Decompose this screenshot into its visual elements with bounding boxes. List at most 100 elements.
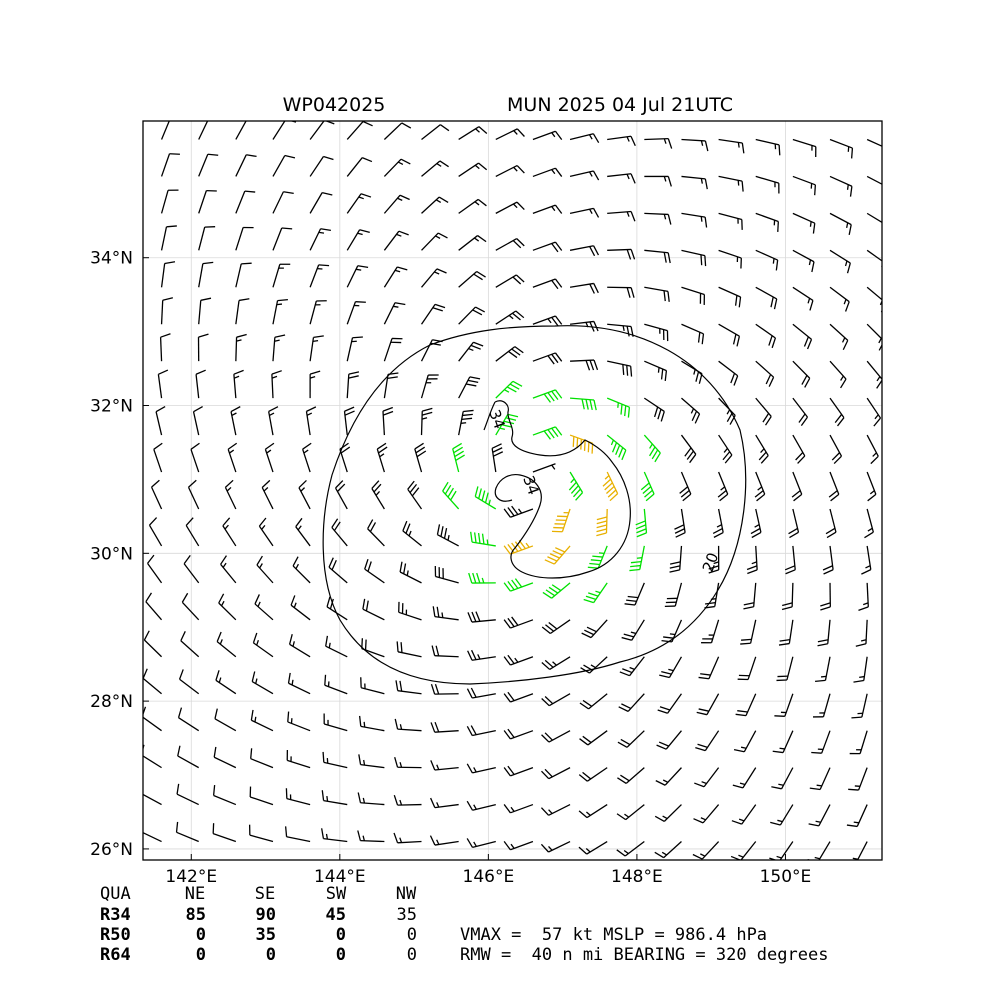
barb-feather (592, 555, 603, 558)
barb-staff (532, 130, 556, 141)
barb-feather (589, 283, 595, 294)
barb-feather (373, 483, 382, 493)
barb-feather (844, 301, 850, 312)
barb-feather (758, 451, 767, 461)
barb-feather (704, 140, 709, 152)
barb-feather (593, 399, 597, 411)
barb-feather (660, 411, 665, 422)
barb-feather (548, 586, 559, 594)
wind-barb (230, 406, 241, 436)
wind-barb (750, 508, 762, 539)
barb-feather (503, 804, 511, 814)
barb-staff (178, 717, 200, 732)
x-axis: 142°E 144°E 146°E 148°E 150°E (165, 854, 811, 887)
barb-half-feather (295, 563, 299, 570)
barb-half-feather (477, 654, 481, 660)
barb-feather (621, 703, 632, 710)
barb-staff (586, 804, 608, 819)
barb-feather (654, 851, 665, 859)
barb-staff (360, 687, 385, 695)
barb-staff (287, 721, 311, 732)
wind-barb (458, 270, 486, 288)
barb-half-feather (358, 196, 364, 200)
barb-feather (630, 249, 636, 260)
chart-title-storm-id: WP042025 (283, 94, 386, 116)
barb-feather (622, 668, 633, 674)
barb-feather (592, 170, 600, 181)
barb-feather (452, 442, 462, 450)
wind-barb (495, 274, 525, 288)
wind-barb (150, 479, 163, 510)
barb-staff (624, 841, 645, 857)
barb-feather (659, 706, 671, 711)
wind-barb (644, 286, 670, 302)
barb-half-feather (867, 527, 873, 532)
barb-feather (153, 442, 163, 450)
barb-staff (309, 228, 322, 251)
wind-barb (364, 559, 385, 584)
y-tick-label: 26°N (90, 840, 133, 860)
barb-feather (582, 735, 592, 744)
barb-feather (575, 492, 584, 501)
barb-feather (507, 580, 515, 591)
barb-feather (722, 451, 731, 461)
barb-feather (371, 480, 380, 489)
barb-feather (466, 763, 473, 774)
wind-barb (503, 728, 534, 740)
wind-barb (254, 594, 274, 621)
barb-feather (811, 261, 815, 273)
barb-feather (764, 416, 772, 426)
wind-barb (808, 804, 831, 827)
wind-barb (569, 170, 600, 181)
barb-feather (512, 276, 522, 285)
barb-feather (551, 427, 559, 437)
barb-feather (302, 442, 312, 450)
wind-barb (532, 352, 563, 365)
radii-r50-nw: 0 (407, 925, 417, 945)
barb-feather (698, 676, 710, 680)
barb-feather (695, 371, 700, 382)
wind-barb (602, 471, 619, 502)
barb-feather (190, 442, 200, 450)
wind-barb (829, 212, 852, 235)
barb-half-feather (859, 675, 865, 679)
barb-staff (309, 192, 323, 214)
barb-feather (773, 298, 778, 310)
barb-half-feather (421, 417, 428, 420)
barb-feather (365, 600, 369, 612)
wind-barb (643, 434, 661, 463)
wind-barb (718, 138, 745, 154)
wind-barb (828, 471, 840, 502)
barb-feather (626, 325, 630, 337)
wind-barb (569, 245, 600, 257)
barb-feather (507, 654, 515, 665)
barb-feather (503, 841, 511, 851)
barb-staff (250, 796, 274, 806)
barb-feather (741, 638, 752, 641)
barb-feather (825, 527, 836, 535)
barb-half-feather (588, 171, 593, 177)
barb-feather (176, 783, 180, 795)
barb-half-feather (777, 819, 783, 823)
barb-feather (691, 411, 698, 422)
barb-staff (346, 157, 363, 177)
wind-barb (394, 756, 422, 769)
wind-barb (442, 481, 460, 510)
barb-feather (667, 176, 672, 187)
barb-feather (216, 631, 222, 642)
barb-feather (326, 596, 331, 608)
wind-barb (357, 792, 385, 806)
barb-feather (540, 807, 550, 816)
barb-feather (335, 480, 344, 489)
barb-feather (306, 406, 317, 412)
barb-staff (346, 193, 362, 214)
barb-feather (630, 287, 635, 298)
barb-feather (515, 274, 525, 283)
barb-staff (829, 212, 852, 226)
barb-feather (348, 371, 360, 375)
barb-feather (778, 642, 790, 646)
barb-feather (415, 446, 426, 454)
wind-barb (755, 323, 777, 349)
barb-feather (434, 683, 440, 695)
barb-half-feather (393, 305, 399, 308)
